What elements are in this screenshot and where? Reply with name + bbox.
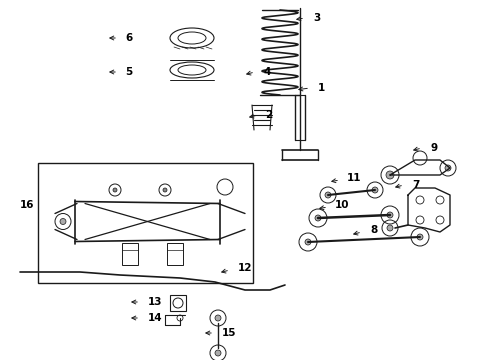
Circle shape (325, 192, 331, 198)
Text: 16: 16 (20, 200, 34, 210)
Text: 14: 14 (148, 313, 163, 323)
Text: 6: 6 (125, 33, 132, 43)
Text: 11: 11 (347, 173, 362, 183)
Circle shape (305, 239, 311, 245)
Text: 8: 8 (370, 225, 377, 235)
Text: 9: 9 (430, 143, 437, 153)
Text: 4: 4 (263, 67, 270, 77)
Circle shape (387, 225, 393, 231)
Circle shape (60, 219, 66, 225)
Circle shape (215, 315, 221, 321)
Circle shape (215, 350, 221, 356)
Text: 1: 1 (318, 83, 325, 93)
Circle shape (445, 165, 451, 171)
Circle shape (315, 215, 321, 221)
Circle shape (163, 188, 167, 192)
Bar (122, 243, 138, 265)
Circle shape (372, 187, 378, 193)
Circle shape (387, 212, 393, 218)
Text: 12: 12 (238, 263, 252, 273)
Bar (38, 163, 253, 283)
Text: 15: 15 (222, 328, 237, 338)
Text: 3: 3 (313, 13, 320, 23)
Text: 5: 5 (125, 67, 132, 77)
Text: 2: 2 (265, 110, 272, 120)
Circle shape (417, 234, 423, 240)
Text: 10: 10 (335, 200, 349, 210)
Bar (167, 243, 183, 265)
Text: 7: 7 (412, 180, 419, 190)
Text: 13: 13 (148, 297, 163, 307)
Circle shape (113, 188, 117, 192)
Bar (170, 295, 186, 311)
Circle shape (386, 171, 394, 179)
